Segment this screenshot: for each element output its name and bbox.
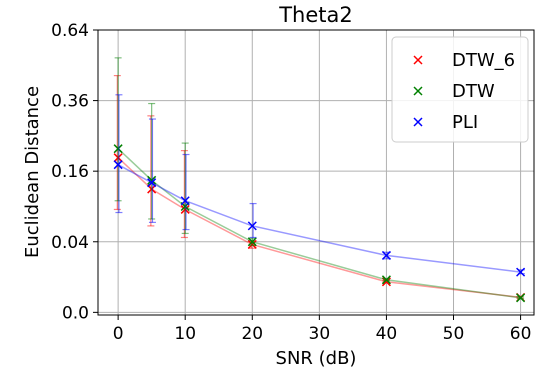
data-point <box>247 221 257 231</box>
error-bar <box>182 153 190 231</box>
data-point <box>180 196 190 206</box>
legend-label: PLI <box>452 112 478 133</box>
y-tick-label: 0.0 <box>62 303 89 323</box>
y-tick-label: 0.64 <box>51 21 89 41</box>
y-axis-label: Euclidean Distance <box>22 86 43 258</box>
chart-title: Theta2 <box>278 3 353 27</box>
error-bar <box>114 57 122 202</box>
x-axis-label: SNR (dB) <box>276 348 357 369</box>
x-tick-label: 0 <box>113 324 124 344</box>
x-tick-label: 40 <box>376 324 398 344</box>
legend-marker <box>413 86 423 96</box>
y-axis: 0.0 0.04 0.16 0.36 0.64 <box>51 21 98 323</box>
legend-label: DTW_6 <box>452 50 515 71</box>
y-tick-label: 0.36 <box>51 92 89 112</box>
y-tick-label: 0.16 <box>51 162 89 182</box>
data-point <box>147 178 157 188</box>
legend-marker <box>413 55 423 65</box>
data-point <box>381 250 391 260</box>
error-bar <box>147 115 155 227</box>
series-dtw <box>113 57 526 303</box>
error-bar <box>113 74 121 211</box>
data-point <box>247 237 257 247</box>
data-point <box>516 267 526 277</box>
x-tick-label: 60 <box>510 324 532 344</box>
data-point <box>113 160 123 170</box>
data-point <box>516 293 526 303</box>
data-point <box>381 275 391 285</box>
error-bar <box>180 150 188 239</box>
x-axis: 0 10 20 30 40 50 60 <box>113 315 532 344</box>
error-bar <box>181 142 189 235</box>
legend: DTW_6 DTW PLI <box>391 36 529 143</box>
series <box>113 57 526 303</box>
data-point <box>147 175 157 185</box>
series-line <box>117 164 521 273</box>
y-tick-label: 0.04 <box>51 233 89 253</box>
x-tick-label: 20 <box>241 324 263 344</box>
x-tick-label: 30 <box>309 324 331 344</box>
series-pli <box>113 94 526 277</box>
error-bar <box>148 102 156 220</box>
x-tick-label: 10 <box>174 324 196 344</box>
legend-marker <box>413 117 423 127</box>
legend-label: DTW <box>452 81 495 102</box>
legend-box <box>391 36 529 143</box>
x-tick-label: 50 <box>443 324 465 344</box>
series-line <box>117 148 521 299</box>
plot-frame <box>97 29 535 316</box>
data-point <box>113 144 123 154</box>
error-bar <box>249 202 257 239</box>
error-bar <box>148 118 156 223</box>
error-bar <box>115 94 123 214</box>
series-line <box>117 157 521 299</box>
